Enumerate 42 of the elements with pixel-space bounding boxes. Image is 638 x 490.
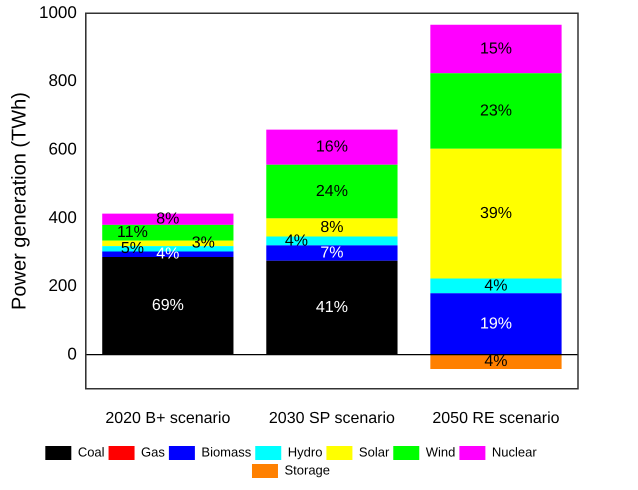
y-tick-label: 200 [48,276,77,296]
bar [430,24,562,74]
bar [266,130,398,165]
bar [266,164,398,218]
y-tick-label: 800 [48,71,77,90]
y-tick-label: 0 [67,344,77,364]
legend-label: Nuclear [492,444,538,460]
legend-label: Solar [358,444,390,460]
x-tick-label: 2030 SP scenario [268,410,396,427]
annotation: 41% [316,299,348,316]
annotation: 24% [316,183,348,200]
annotation: 4% [484,277,508,294]
annotation: 23% [480,102,512,120]
annotation: 11% [116,224,148,242]
annotation: 19% [480,315,512,332]
bar [102,214,234,225]
annotation: 8% [320,218,344,236]
bar [430,148,562,279]
legend-label: Coal [78,444,105,460]
annotation: 16% [316,138,348,156]
legend-label: Wind [426,444,456,460]
annotation: 4% [284,232,308,250]
annotation: 15% [480,40,512,58]
legend-label: Gas [141,444,166,460]
legend-label: Hydro [288,444,322,460]
bar [430,293,562,355]
annotation: 39% [480,205,512,222]
x-tick-label: 2020 B+ scenario [105,410,230,427]
bar [266,245,398,261]
annotation: 4% [484,353,508,370]
y-axis-title: Power generation (TWh) [8,92,31,310]
y-tick-label: 600 [48,139,77,158]
y-tick-label: 400 [48,208,77,227]
annotation: 8% [156,210,180,228]
bar [430,278,562,294]
annotation: 7% [320,244,344,262]
x-tick-label: 2050 RE scenario [432,410,560,427]
legend-label: Storage [284,462,330,478]
y-tick-label: 1000 [38,2,77,22]
legend-label: Biomass [201,444,252,460]
bar [430,73,562,149]
annotation: 69% [152,297,184,314]
